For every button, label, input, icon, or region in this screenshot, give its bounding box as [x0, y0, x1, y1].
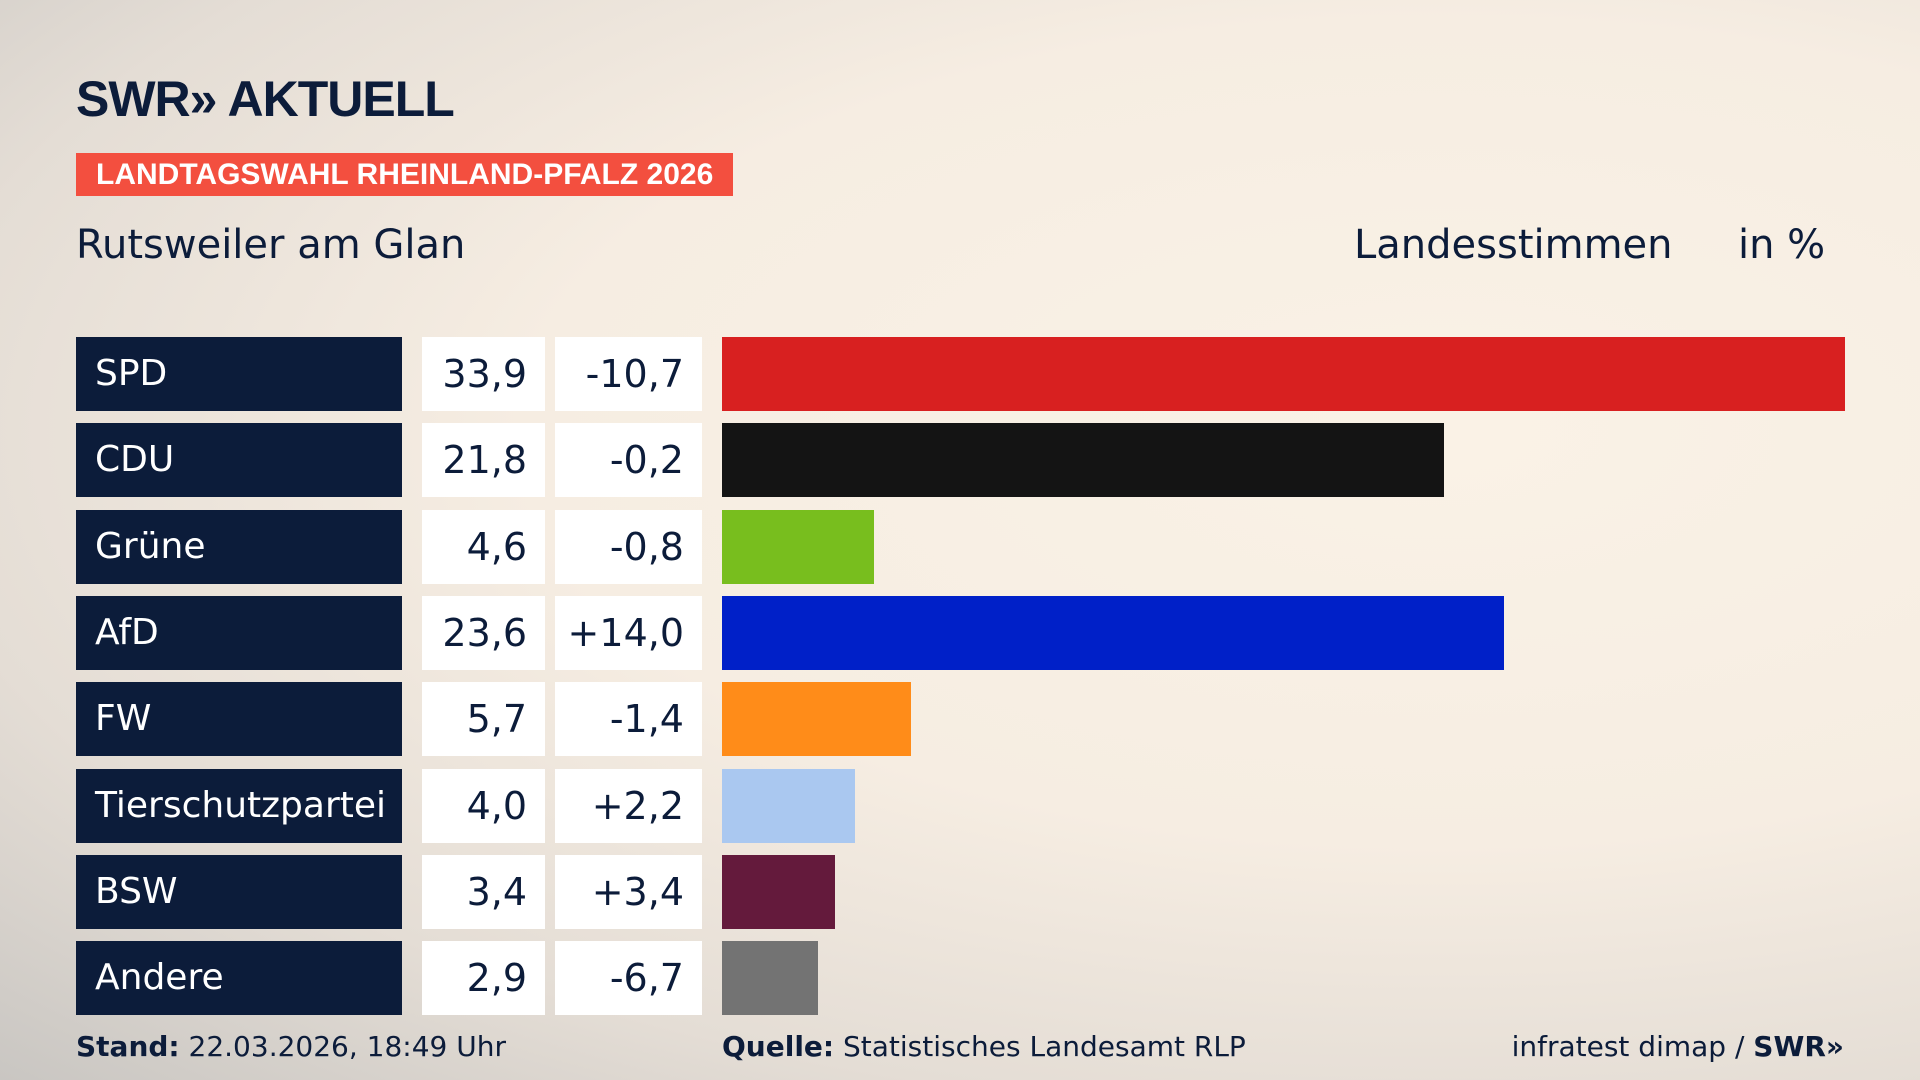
unit-label: in %	[1738, 222, 1826, 268]
value-label: 5,7	[422, 682, 545, 757]
party-label: SPD	[76, 337, 402, 411]
swr-aktuell-logo: SWR» AKTUELL	[76, 71, 455, 127]
value-label: 3,4	[422, 854, 545, 929]
change-label: +2,2	[555, 768, 702, 843]
vote-type: Landesstimmen	[1354, 222, 1673, 268]
location-title: Rutsweiler am Glan	[76, 222, 466, 268]
bar	[722, 337, 1845, 411]
change-label: -0,2	[555, 423, 702, 498]
party-label: CDU	[76, 423, 402, 498]
value-label: 21,8	[422, 423, 545, 498]
change-label: -6,7	[555, 941, 702, 1016]
source-info: Quelle: Statistisches Landesamt RLP	[722, 1030, 1246, 1063]
credit: infratest dimap / SWR»	[1512, 1030, 1844, 1063]
source-label: Quelle:	[722, 1030, 835, 1063]
bar	[722, 509, 875, 584]
bar	[722, 854, 835, 929]
bar	[722, 682, 911, 757]
value-label: 4,0	[422, 768, 545, 843]
party-label: Andere	[76, 941, 402, 1016]
party-label: BSW	[76, 854, 402, 929]
election-banner: LANDTAGSWAHL RHEINLAND-PFALZ 2026	[76, 153, 734, 196]
swr-logo: SWR»	[1753, 1030, 1844, 1063]
party-label: FW	[76, 682, 402, 757]
party-label: AfD	[76, 595, 402, 670]
value-label: 2,9	[422, 941, 545, 1016]
change-label: +14,0	[555, 595, 702, 670]
value-label: 4,6	[422, 509, 545, 584]
bar	[722, 941, 819, 1016]
stand-value: 22.03.2026, 18:49 Uhr	[188, 1030, 506, 1063]
source-value: Statistisches Landesamt RLP	[843, 1030, 1246, 1063]
stand-label: Stand:	[76, 1030, 180, 1063]
change-label: -1,4	[555, 682, 702, 757]
bar	[722, 423, 1445, 498]
change-label: -10,7	[555, 337, 702, 411]
change-label: +3,4	[555, 854, 702, 929]
party-label: Grüne	[76, 509, 402, 584]
value-label: 23,6	[422, 595, 545, 670]
bar	[722, 768, 855, 843]
party-label: Tierschutzpartei	[76, 768, 402, 843]
bar	[722, 595, 1504, 670]
stand-info: Stand: 22.03.2026, 18:49 Uhr	[76, 1030, 506, 1063]
change-label: -0,8	[555, 509, 702, 584]
value-label: 33,9	[422, 337, 545, 411]
credit-text: infratest dimap /	[1511, 1030, 1754, 1063]
